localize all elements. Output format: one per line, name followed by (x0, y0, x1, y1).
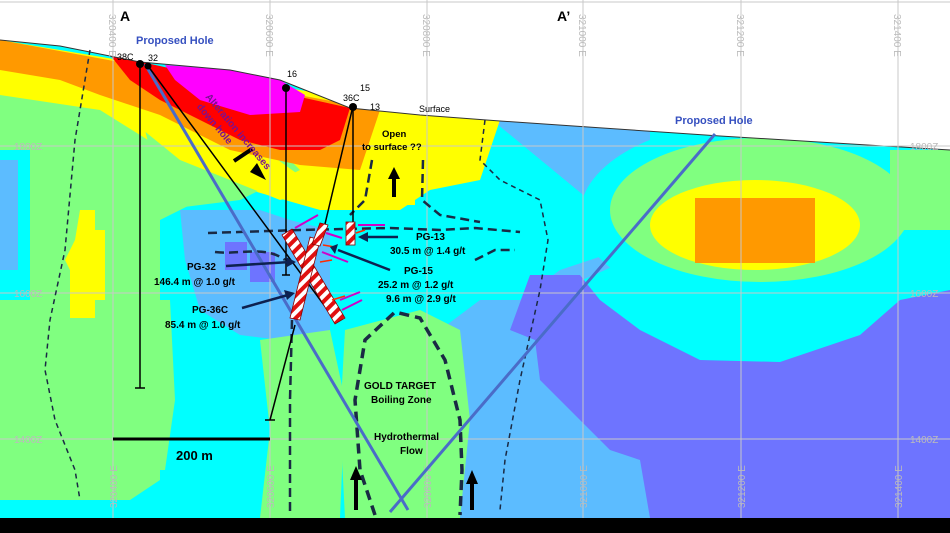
zone-orange-core (695, 198, 815, 263)
grid-labels: 320400 E 320600 E 320800 E 321000 E 3212… (14, 14, 938, 508)
svg-text:320400 E: 320400 E (109, 465, 120, 508)
zone-green-left-lower (150, 300, 175, 470)
intercept-pg32 (281, 228, 346, 325)
zone-yellow-upper (100, 95, 320, 200)
svg-text:321400 E: 321400 E (891, 14, 902, 57)
pg13-name: PG-13 (416, 232, 445, 243)
proposed-hole-traces (143, 63, 717, 513)
pg36c-grade: 85.4 m @ 1.0 g/t (165, 320, 241, 331)
zone-yellow-left (65, 210, 105, 318)
svg-text:1600Z: 1600Z (14, 289, 42, 300)
drill-holes (135, 64, 354, 421)
svg-text:1800Z: 1800Z (910, 142, 938, 153)
open-to-surface-label: Open (382, 129, 406, 140)
zone-green-boiling (340, 310, 470, 518)
hole-15-trace (319, 105, 354, 246)
zone-purple-center-1 (225, 242, 247, 270)
svg-text:15: 15 (360, 83, 370, 93)
zone-green-edge (890, 150, 950, 230)
hole-36c-trace (269, 324, 296, 421)
collar-markers (136, 60, 357, 111)
flow-label: Flow (400, 446, 423, 457)
pg15-grade-2: 9.6 m @ 2.9 g/t (386, 294, 456, 305)
surface-line (0, 39, 950, 151)
dashed-contacts (44, 49, 549, 516)
hydrothermal-label: Hydrothermal (374, 432, 439, 443)
svg-text:321400 E: 321400 E (894, 465, 905, 508)
svg-text:320600 E: 320600 E (263, 14, 274, 57)
hole-labels: 38C 32 16 15 36C 13 (117, 52, 380, 112)
surface-label: Surface (419, 104, 450, 114)
svg-text:321200 E: 321200 E (734, 14, 745, 57)
svg-text:1400Z: 1400Z (14, 435, 42, 446)
callout-arrows (225, 232, 398, 310)
zone-blue-left (0, 160, 18, 270)
pg32-grade: 146.4 m @ 1.0 g/t (154, 277, 236, 288)
svg-text:38C: 38C (117, 52, 134, 62)
intercepts (281, 221, 356, 325)
zone-purple-right (510, 275, 950, 518)
pg15-grade-1: 25.2 m @ 1.2 g/t (378, 280, 454, 291)
scale-bar-label: 200 m (176, 448, 213, 463)
assay-bars-red (319, 229, 366, 301)
pg15-name: PG-15 (404, 266, 433, 277)
gold-target-label: GOLD TARGET (364, 381, 436, 392)
svg-text:321000 E: 321000 E (579, 465, 590, 508)
proposed-hole-right-label: Proposed Hole (675, 115, 753, 127)
svg-text:1400Z: 1400Z (910, 435, 938, 446)
svg-text:16: 16 (287, 69, 297, 79)
svg-text:36C: 36C (343, 93, 360, 103)
pg36c-name: PG-36C (192, 305, 228, 316)
intercept-pg13 (345, 221, 356, 246)
boiling-zone-label: Boiling Zone (371, 395, 432, 406)
open-to-surface-label-2: to surface ?? (362, 142, 422, 153)
svg-text:320400 E: 320400 E (106, 14, 117, 57)
svg-text:32: 32 (148, 53, 158, 63)
intercept-pg15 (311, 222, 329, 247)
section-start-label: A (120, 8, 130, 24)
svg-text:321200 E: 321200 E (737, 465, 748, 508)
svg-text:320600 E: 320600 E (266, 465, 277, 508)
pg13-grade: 30.5 m @ 1.4 g/t (390, 246, 466, 257)
flow-arrows (232, 147, 478, 510)
proposed-hole-right-trace (388, 133, 717, 513)
section-end-label: A’ (557, 8, 570, 24)
svg-text:321000 E: 321000 E (576, 14, 587, 57)
pg32-name: PG-32 (187, 262, 216, 273)
svg-text:320800 E: 320800 E (420, 14, 431, 57)
svg-text:1800Z: 1800Z (14, 142, 42, 153)
svg-text:13: 13 (370, 102, 380, 112)
grid-lines (0, 0, 950, 518)
proposed-hole-left-label: Proposed Hole (136, 35, 214, 47)
svg-text:320800 E: 320800 E (423, 465, 434, 508)
proposed-hole-left-trace (143, 63, 410, 511)
bottom-bar (0, 518, 950, 533)
svg-text:1600Z: 1600Z (910, 289, 938, 300)
assay-bars (294, 214, 385, 311)
